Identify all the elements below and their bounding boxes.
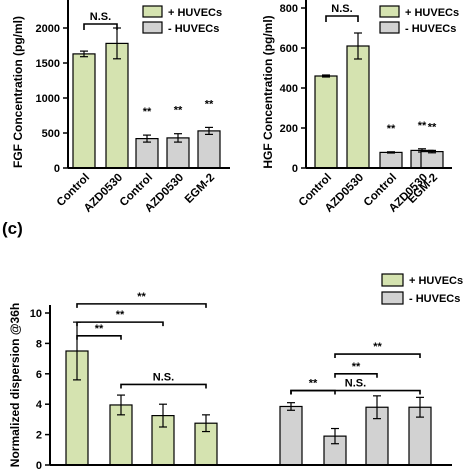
y-tick-label: 500 bbox=[42, 128, 60, 140]
significance-label: ** bbox=[309, 378, 318, 390]
y-tick-label: 400 bbox=[280, 83, 298, 95]
hgf-y-axis-label: HGF Concentration (pg/ml) bbox=[261, 15, 275, 168]
significance-bracket bbox=[290, 389, 421, 395]
ns-bracket bbox=[325, 15, 359, 22]
significance-marker: ** bbox=[205, 98, 214, 110]
y-tick-label: 1500 bbox=[36, 58, 60, 70]
significance-bracket bbox=[76, 321, 164, 327]
significance-label: N.S. bbox=[345, 378, 366, 390]
y-tick-label: 600 bbox=[280, 43, 298, 55]
bar bbox=[379, 151, 403, 169]
dispersion-chart: Normalized dispersion @36h 0 2 4 6 8 10 ** ** *… bbox=[8, 291, 452, 472]
significance-marker: ** bbox=[428, 121, 437, 133]
significance-bracket bbox=[334, 373, 378, 378]
legend-label-without: - HUVECs bbox=[168, 23, 219, 35]
bar bbox=[197, 130, 221, 169]
significance-bracket bbox=[76, 303, 207, 308]
legend-top-left: + HUVECs - HUVECs bbox=[142, 5, 222, 35]
significance-marker: ** bbox=[387, 123, 396, 135]
legend-swatch-without bbox=[381, 291, 404, 305]
y-tick-label: 8 bbox=[36, 338, 42, 350]
significance-bracket bbox=[334, 353, 421, 359]
bar bbox=[72, 53, 96, 169]
legend-top-right: + HUVECs - HUVECs bbox=[379, 5, 459, 35]
bar bbox=[314, 75, 338, 169]
y-tick-label: 0 bbox=[36, 460, 42, 472]
y-tick-label: 1000 bbox=[36, 93, 60, 105]
y-tick-label: 4 bbox=[36, 399, 43, 411]
ns-label: N.S. bbox=[90, 11, 111, 23]
legend-swatch-with bbox=[379, 5, 400, 18]
significance-label: ** bbox=[116, 309, 125, 321]
y-tick-label: 10 bbox=[30, 308, 42, 320]
significance-marker: ** bbox=[418, 120, 427, 132]
significance-marker: ** bbox=[174, 105, 183, 117]
y-tick-label: 800 bbox=[280, 3, 298, 15]
bar bbox=[420, 151, 444, 169]
significance-label: ** bbox=[95, 323, 104, 335]
panel-c-label: (c) bbox=[2, 219, 23, 238]
legend-label-with: + HUVECs bbox=[405, 7, 459, 19]
legend-swatch-without bbox=[379, 21, 400, 34]
legend-bottom: + HUVECs - HUVECs bbox=[381, 273, 463, 305]
x-category-label: EGM-2 bbox=[183, 172, 217, 206]
significance-bracket bbox=[76, 335, 122, 340]
dispersion-y-axis-label: Normalized dispersion @36h bbox=[8, 303, 22, 467]
legend-label-with: + HUVECs bbox=[168, 7, 222, 19]
fgf-y-axis-label: FGF Concentration (pg/ml) bbox=[11, 16, 25, 168]
legend-label-with: + HUVECs bbox=[409, 275, 463, 287]
bar bbox=[135, 138, 159, 169]
y-tick-label: 2 bbox=[36, 430, 42, 442]
y-tick-label: 0 bbox=[292, 163, 298, 175]
ns-bracket bbox=[83, 23, 118, 30]
significance-bracket bbox=[120, 383, 207, 389]
y-tick-label: 200 bbox=[280, 123, 298, 135]
ns-label: N.S. bbox=[331, 3, 352, 15]
significance-marker: ** bbox=[143, 106, 152, 118]
bar bbox=[279, 405, 303, 466]
y-tick-label: 6 bbox=[36, 369, 42, 381]
legend-swatch-with bbox=[142, 5, 163, 18]
bar bbox=[346, 45, 370, 169]
legend-swatch-with bbox=[381, 273, 404, 287]
significance-label: N.S. bbox=[153, 371, 174, 383]
significance-label: ** bbox=[373, 341, 382, 353]
legend-label-without: - HUVECs bbox=[405, 23, 456, 35]
significance-label: ** bbox=[137, 291, 146, 303]
legend-swatch-without bbox=[142, 21, 163, 34]
y-tick-label: 0 bbox=[54, 163, 60, 175]
y-tick-label: 2000 bbox=[36, 23, 60, 35]
significance-label: ** bbox=[352, 361, 361, 373]
hgf-chart: HGF Concentration (pg/ml) 0200400600800 … bbox=[261, 0, 452, 215]
bar bbox=[105, 42, 129, 169]
legend-label-without: - HUVECs bbox=[409, 293, 460, 305]
